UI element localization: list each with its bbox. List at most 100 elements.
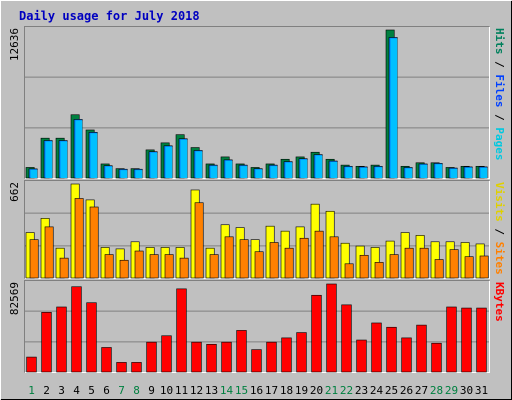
day-label: 19: [295, 384, 308, 397]
bar-kbytes-day-1: [26, 356, 37, 373]
bar-kbytes-day-5: [86, 302, 97, 373]
bar-kbytes-day-30: [461, 307, 472, 373]
bar-pages-day-1: [30, 169, 38, 178]
bar-pages-day-2: [45, 141, 53, 178]
day-label: 4: [73, 384, 80, 397]
bar-kbytes-day-14: [221, 341, 232, 373]
axis-legend: Hits / Files / Pages: [493, 28, 506, 161]
bar-sites-day-17: [269, 242, 279, 279]
axis-legend: KBytes: [493, 282, 506, 322]
bar-pages-day-23: [360, 167, 368, 178]
bar-pages-day-18: [285, 162, 293, 178]
day-label: 25: [385, 384, 398, 397]
bar-sites-day-15: [239, 239, 249, 279]
bar-pages-day-24: [375, 167, 383, 178]
day-label: 20: [310, 384, 323, 397]
plot-border-highlight: [25, 181, 490, 279]
day-label: 6: [103, 384, 110, 397]
bar-sites-day-1: [29, 239, 39, 279]
bar-kbytes-day-19: [296, 332, 307, 373]
panel-hits-files-pages: 12636 Hits / Files / Pages: [8, 26, 506, 179]
bar-pages-day-19: [300, 159, 308, 178]
day-label: 7: [118, 384, 125, 397]
day-label: 28: [430, 384, 443, 397]
day-label: 16: [250, 384, 263, 397]
bar-sites-day-19: [299, 237, 309, 279]
bar-sites-day-29: [449, 249, 459, 279]
day-label: 21: [325, 384, 338, 397]
axis-legend-part: /: [493, 222, 506, 242]
bar-sites-day-14: [224, 236, 234, 279]
bar-sites-day-13: [209, 254, 219, 279]
bar-kbytes-day-18: [281, 337, 292, 373]
bar-pages-day-9: [150, 152, 158, 178]
bar-pages-day-16: [255, 169, 263, 178]
bar-pages-day-5: [90, 133, 98, 178]
bar-kbytes-day-20: [311, 294, 322, 373]
bar-pages-day-29: [450, 169, 458, 178]
bar-kbytes-day-8: [131, 362, 142, 373]
bar-pages-day-21: [330, 162, 338, 178]
bar-kbytes-day-29: [446, 306, 457, 373]
bar-kbytes-day-7: [116, 362, 127, 373]
plot-border-highlight: [25, 281, 490, 373]
bar-pages-day-15: [240, 166, 248, 178]
day-label: 23: [355, 384, 368, 397]
y-max-label: 12636: [8, 28, 21, 61]
bar-pages-day-10: [165, 146, 173, 178]
bar-pages-day-20: [315, 155, 323, 178]
bar-pages-day-14: [225, 160, 233, 178]
bar-sites-day-25: [389, 254, 399, 279]
day-label: 27: [415, 384, 428, 397]
bar-kbytes-day-17: [266, 341, 277, 373]
bar-kbytes-day-9: [146, 341, 157, 373]
bar-kbytes-day-6: [101, 347, 112, 373]
bar-pages-day-4: [75, 120, 83, 178]
plot-border-highlight: [25, 27, 490, 179]
bar-sites-day-23: [359, 254, 369, 279]
bar-kbytes-day-22: [341, 304, 352, 373]
day-label: 2: [43, 384, 50, 397]
day-label: 18: [280, 384, 293, 397]
bar-sites-day-7: [119, 259, 129, 279]
bar-kbytes-day-13: [206, 343, 217, 373]
y-max-label: 662: [8, 182, 21, 202]
bar-pages-day-11: [180, 139, 188, 178]
bar-pages-day-3: [60, 141, 68, 178]
day-label: 13: [205, 384, 218, 397]
bar-pages-day-6: [105, 166, 113, 178]
day-labels: 1 2 3 4 5 6 7 8 9 10 11 12 13 14 15 16 17 18 19 20 21 22 23 24 2…: [28, 384, 488, 397]
chart-panels: 12636 Hits / Files / Pages 662 Visits / Sit…: [8, 26, 506, 373]
plot-border-shadow: [24, 180, 490, 279]
bar-sites-day-22: [344, 263, 354, 279]
day-label: 12: [190, 384, 203, 397]
bar-pages-day-12: [195, 151, 203, 178]
bar-kbytes-day-31: [476, 307, 487, 373]
bar-kbytes-day-25: [386, 326, 397, 373]
day-label: 14: [220, 384, 234, 397]
bar-kbytes-day-23: [356, 339, 367, 373]
bar-pages-day-28: [435, 164, 443, 178]
bar-kbytes-day-2: [41, 312, 52, 373]
bar-kbytes-day-12: [191, 341, 202, 373]
bar-sites-day-4: [74, 198, 84, 279]
bar-pages-day-13: [210, 166, 218, 178]
bar-kbytes-day-26: [401, 337, 412, 373]
bar-kbytes-day-3: [56, 306, 67, 373]
day-label: 10: [160, 384, 173, 397]
bar-sites-day-10: [164, 254, 174, 279]
bar-kbytes-day-16: [251, 349, 262, 373]
bar-sites-day-12: [194, 202, 204, 279]
bar-sites-day-9: [149, 254, 159, 279]
bar-sites-day-31: [479, 255, 489, 279]
bar-sites-day-28: [434, 259, 444, 279]
day-label: 24: [370, 384, 384, 397]
panel-kbytes: 82569 KBytes: [8, 280, 506, 373]
bar-sites-day-24: [374, 262, 384, 279]
day-label: 22: [340, 384, 353, 397]
bar-sites-day-3: [59, 257, 69, 279]
bar-sites-day-27: [419, 247, 429, 279]
axis-legend-part: Pages: [493, 127, 506, 160]
